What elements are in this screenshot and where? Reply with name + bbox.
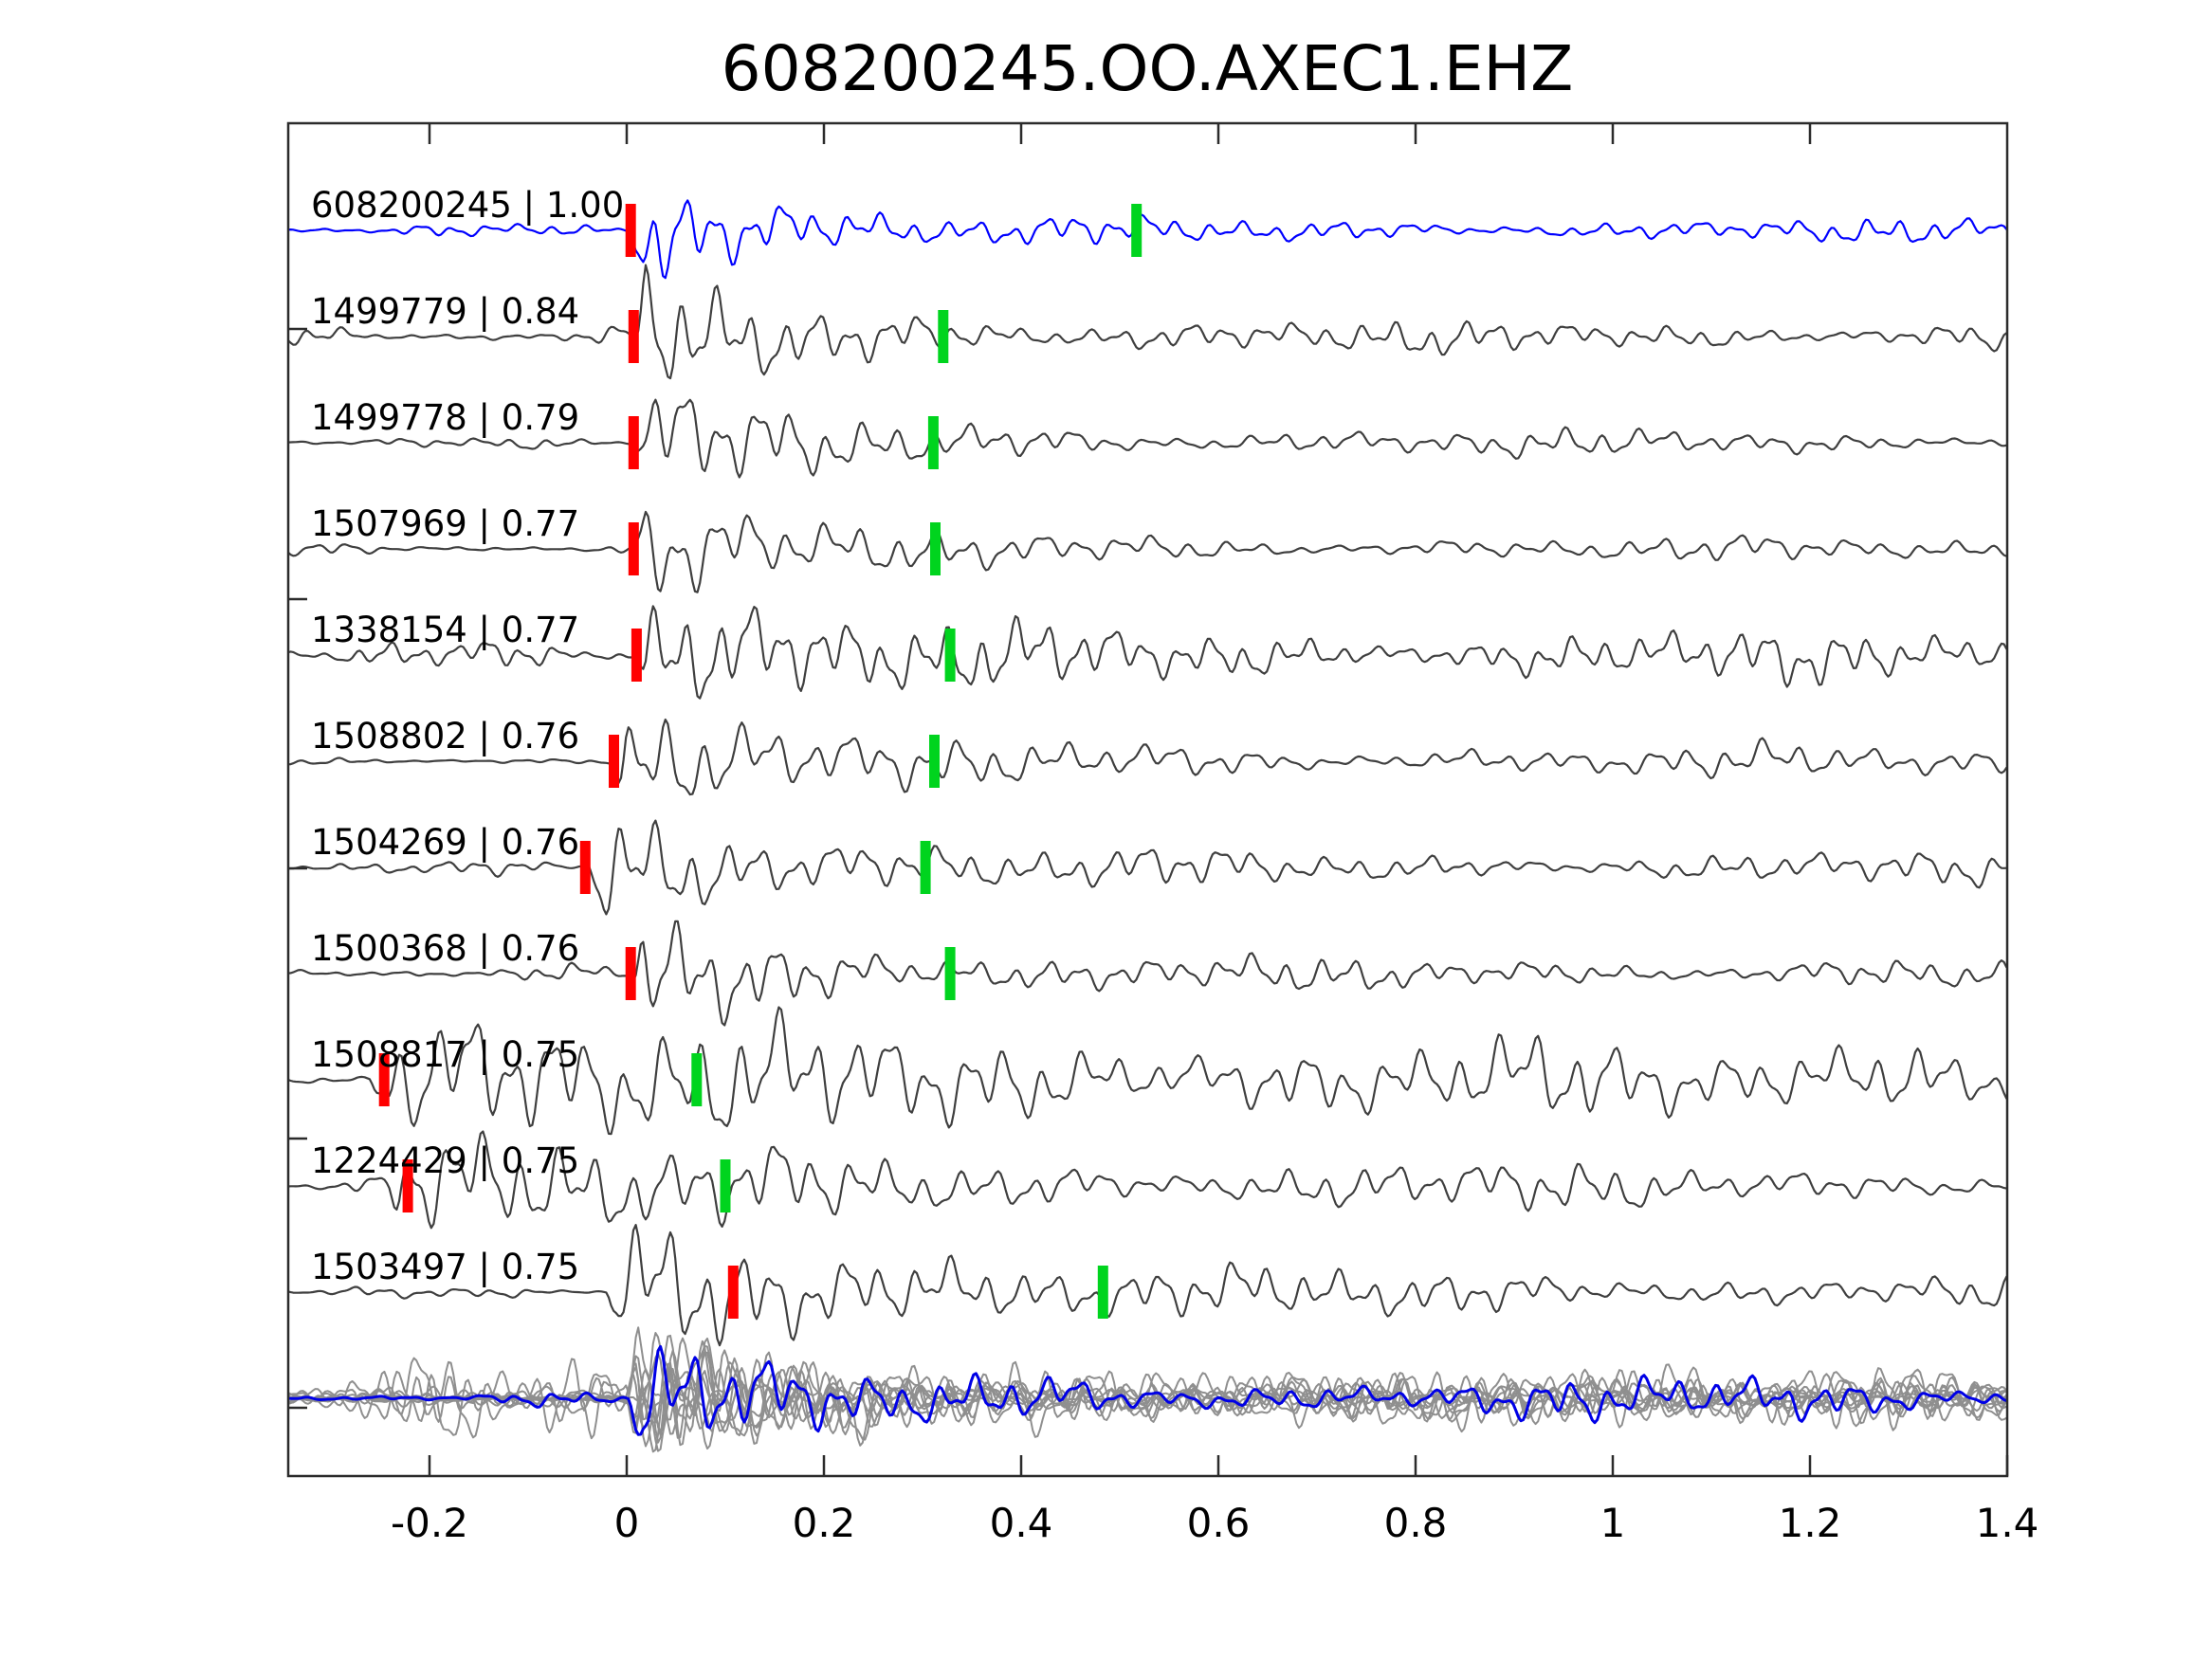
p-pick-marker bbox=[628, 310, 639, 363]
s-pick-marker bbox=[1097, 1266, 1108, 1319]
s-pick-marker bbox=[720, 1159, 731, 1212]
labels-layer: 608200245 | 1.00 1499779 | 0.84 1499778 | … bbox=[311, 185, 624, 1287]
match-waveform bbox=[288, 1130, 2007, 1230]
s-pick-marker bbox=[930, 522, 941, 575]
trace-label: 1503497 | 0.75 bbox=[311, 1247, 579, 1287]
match-waveform bbox=[288, 819, 2007, 916]
match-waveform bbox=[288, 1224, 2007, 1347]
s-pick-marker bbox=[920, 841, 931, 894]
s-pick-marker bbox=[1131, 204, 1143, 257]
trace-label: 1508802 | 0.76 bbox=[311, 716, 579, 757]
match-waveform bbox=[288, 510, 2007, 593]
trace-label: 1499779 | 0.84 bbox=[311, 291, 579, 332]
p-pick-marker bbox=[625, 947, 636, 1000]
trace-label: 1508817 | 0.75 bbox=[311, 1034, 579, 1075]
trace-label: 1500368 | 0.76 bbox=[311, 928, 579, 969]
p-pick-marker bbox=[625, 204, 636, 257]
reference-waveform bbox=[288, 199, 2007, 280]
trace-label: 1499778 | 0.79 bbox=[311, 397, 579, 438]
x-tick-label: 0.2 bbox=[793, 1500, 856, 1546]
s-pick-marker bbox=[927, 416, 939, 469]
match-waveform bbox=[288, 1006, 2007, 1136]
chart-title: 608200245.OO.AXEC1.EHZ bbox=[722, 32, 1574, 105]
match-waveform bbox=[288, 920, 2007, 1027]
stack-member-waveform bbox=[288, 1334, 2007, 1437]
s-pick-marker bbox=[929, 735, 940, 788]
s-pick-marker bbox=[944, 629, 956, 682]
s-pick-marker bbox=[938, 310, 949, 363]
x-tick-label: 1 bbox=[1600, 1500, 1626, 1546]
axes-layer: -0.2 0 0.2 0.4 0.6 0.8 1 1.2 1.4 bbox=[286, 121, 2039, 1546]
p-pick-marker bbox=[378, 1053, 390, 1106]
p-pick-marker bbox=[628, 522, 639, 575]
x-tick-label: 0.6 bbox=[1187, 1500, 1251, 1546]
x-tick-label: -0.2 bbox=[391, 1500, 468, 1546]
p-pick-marker bbox=[631, 629, 642, 682]
traces-layer bbox=[288, 199, 2007, 1453]
x-tick-label: 1.4 bbox=[1976, 1500, 2039, 1546]
p-pick-marker bbox=[628, 416, 639, 469]
x-tick-label: 0.8 bbox=[1384, 1500, 1448, 1546]
p-pick-marker bbox=[609, 735, 619, 788]
p-pick-marker bbox=[579, 841, 591, 894]
trace-label: 608200245 | 1.00 bbox=[311, 185, 624, 226]
p-pick-marker bbox=[402, 1159, 413, 1212]
stack-reference-waveform bbox=[288, 1344, 2007, 1436]
trace-label: 1338154 | 0.77 bbox=[311, 610, 579, 650]
stack-member-waveform bbox=[288, 1349, 2007, 1433]
match-waveform bbox=[288, 605, 2007, 700]
x-tick-label: 0 bbox=[614, 1500, 640, 1546]
trace-label: 1507969 | 0.77 bbox=[311, 503, 579, 544]
plot-border bbox=[286, 121, 2009, 1478]
x-tick-label: 0.4 bbox=[990, 1500, 1053, 1546]
match-waveform bbox=[288, 398, 2007, 479]
trace-label: 1224429 | 0.75 bbox=[311, 1140, 579, 1181]
match-waveform bbox=[288, 264, 2007, 380]
p-pick-marker bbox=[727, 1266, 739, 1319]
s-pick-marker bbox=[691, 1053, 703, 1106]
stack-member-waveform bbox=[288, 1332, 2007, 1439]
match-waveform bbox=[288, 718, 2007, 796]
trace-label: 1504269 | 0.76 bbox=[311, 822, 579, 863]
x-tick-label: 1.2 bbox=[1779, 1500, 1842, 1546]
s-pick-marker bbox=[944, 947, 956, 1000]
